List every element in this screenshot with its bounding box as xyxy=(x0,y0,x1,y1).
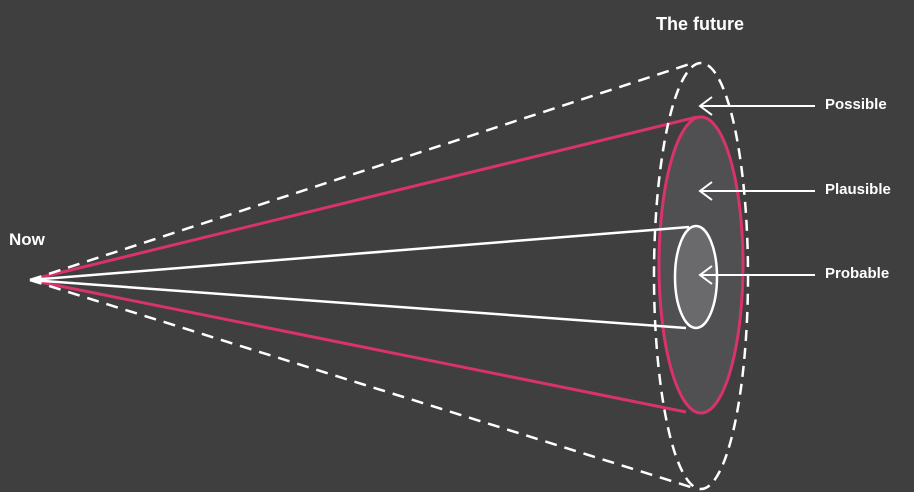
plausible-cone-upper-edge xyxy=(29,115,698,282)
plausible-cone xyxy=(29,115,745,415)
probable-cone-lower-edge xyxy=(29,278,687,330)
plausible-cone-lower-edge xyxy=(29,278,687,414)
possible-cone-upper-edge xyxy=(29,61,694,282)
probable-cone-upper-edge xyxy=(29,225,690,282)
probable-label: Probable xyxy=(825,265,890,282)
possible-cone xyxy=(29,61,750,491)
now-label: Now xyxy=(9,230,45,249)
probable-cone xyxy=(29,224,719,330)
probable-pointer-arrow xyxy=(698,265,815,285)
plausible-pointer-arrow xyxy=(698,181,815,201)
plausible-label: Plausible xyxy=(825,181,891,198)
future-title: The future xyxy=(656,14,744,34)
probable-ellipse xyxy=(673,224,719,330)
possible-cone-lower-edge xyxy=(29,278,698,491)
possible-pointer-arrow xyxy=(698,96,815,116)
possible-label: Possible xyxy=(825,96,887,113)
